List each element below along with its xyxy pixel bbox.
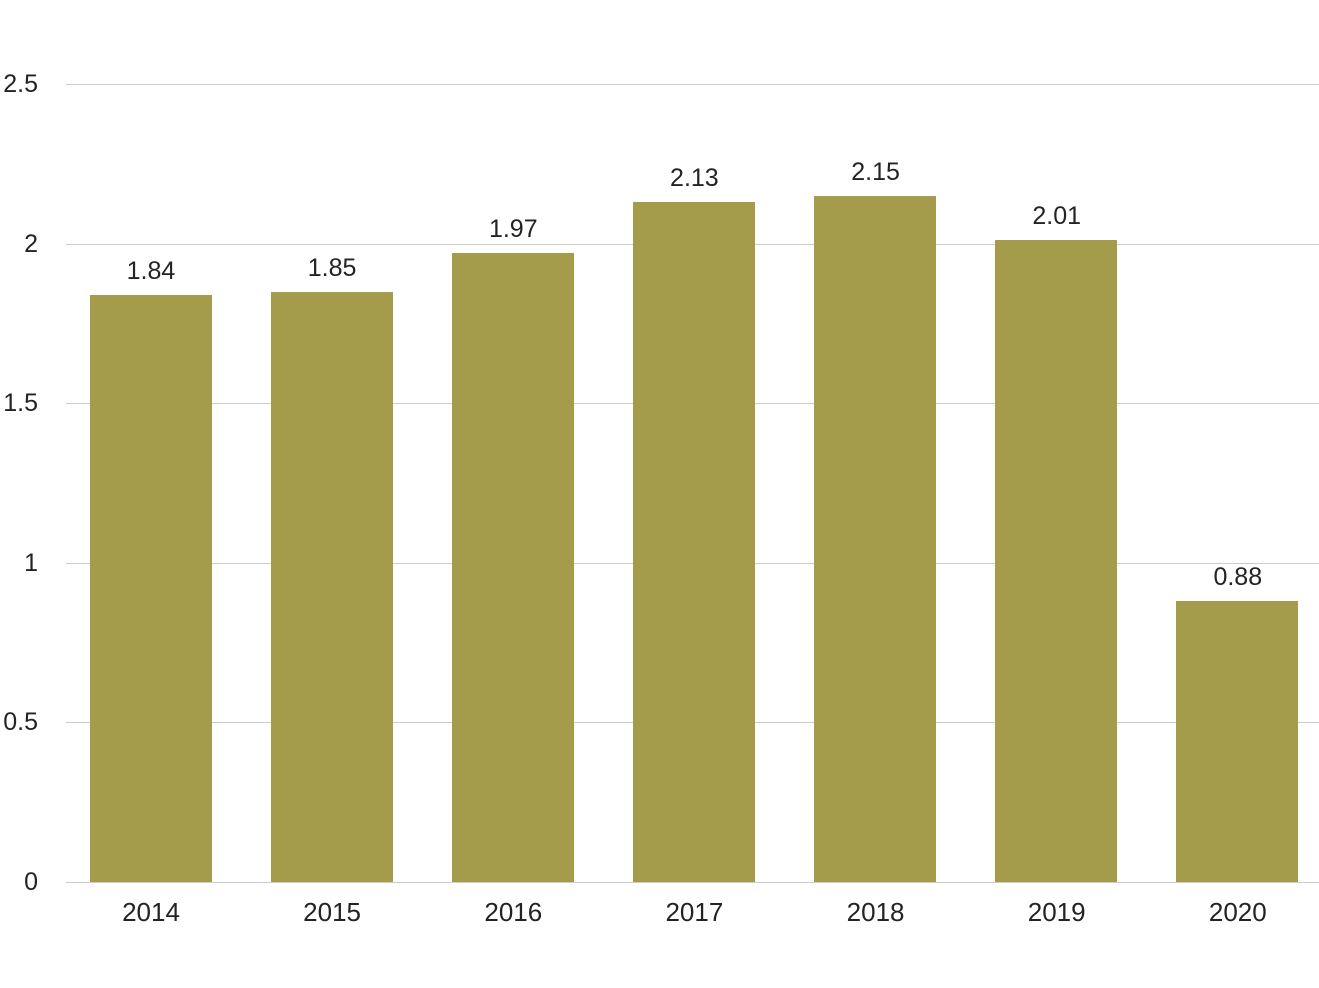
bar-2015 (270, 291, 393, 882)
bar-2020 (1176, 601, 1299, 882)
y-tick-label-2.5: 2.5 (3, 70, 38, 98)
bar-2018 (814, 195, 937, 882)
bar-value-label-2014: 1.84 (126, 256, 176, 285)
x-tick-label-2016: 2016 (484, 897, 543, 927)
bar-2017 (633, 202, 755, 882)
y-tick-label-1.5: 1.5 (3, 389, 38, 417)
gridline-y-2.5 (66, 84, 1319, 85)
bar-value-label-2017: 2.13 (670, 164, 719, 193)
x-tick-label-2014: 2014 (122, 897, 180, 927)
bar-value-label-2015: 1.85 (307, 253, 357, 282)
bar-2016 (451, 253, 574, 882)
x-tick-label-2017: 2017 (665, 897, 724, 927)
y-tick-label-1: 1 (24, 549, 38, 577)
bar-value-label-2018: 2.15 (851, 157, 900, 186)
y-tick-label-2: 2 (24, 230, 38, 258)
x-tick-label-2019: 2019 (1027, 897, 1086, 927)
bar-value-label-2016: 1.97 (488, 215, 538, 244)
y-tick-label-0.5: 0.5 (3, 708, 38, 736)
bar-2014 (89, 294, 212, 882)
bar-value-label-2019: 2.01 (1032, 202, 1082, 231)
gridline-y-0 (66, 882, 1319, 883)
x-tick-label-2020: 2020 (1208, 897, 1267, 927)
x-tick-label-2015: 2015 (303, 897, 362, 927)
bar-value-label-2020: 0.88 (1213, 563, 1263, 592)
y-tick-label-0: 0 (24, 868, 38, 896)
x-tick-label-2018: 2018 (846, 897, 905, 927)
bar-2019 (995, 240, 1118, 882)
